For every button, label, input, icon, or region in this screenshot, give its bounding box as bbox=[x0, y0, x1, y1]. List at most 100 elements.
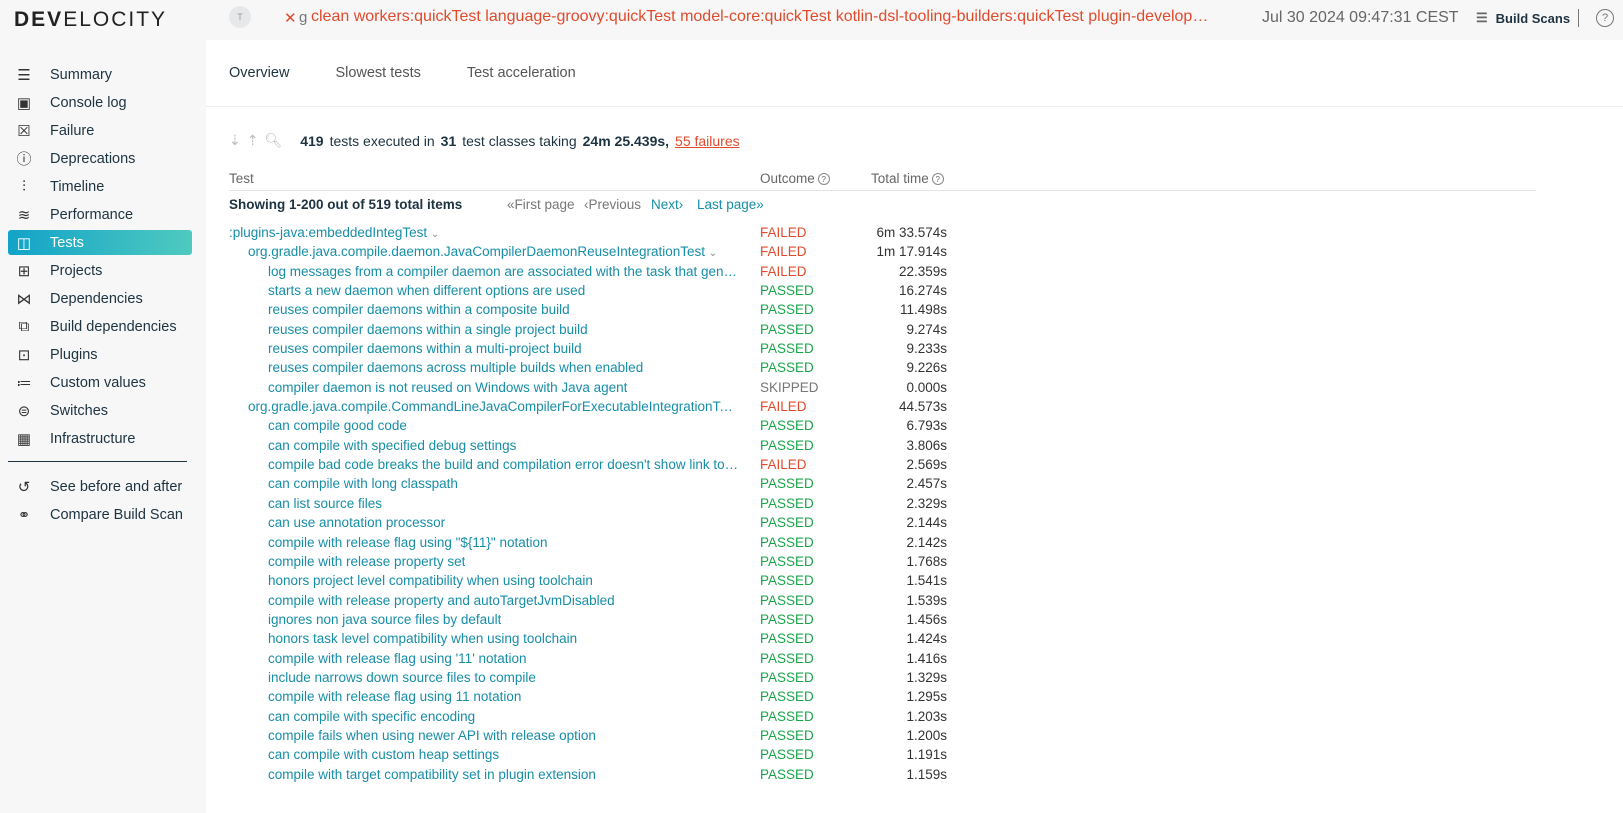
sidebar-item-console-log[interactable]: ▣ Console log bbox=[8, 90, 192, 115]
table-row[interactable]: reuses compiler daemons within a composi… bbox=[229, 302, 959, 321]
sort-search-icons[interactable]: ⇣⇡🔍︎ bbox=[229, 132, 289, 148]
col-test[interactable]: Test bbox=[229, 171, 254, 186]
table-row[interactable]: can use annotation processor PASSED 2.144s bbox=[229, 515, 959, 534]
sidebar-item-infrastructure[interactable]: ▦ Infrastructure bbox=[8, 426, 192, 451]
sidebar-item-failure[interactable]: ☒ Failure bbox=[8, 118, 192, 143]
test-name[interactable]: log messages from a compiler daemon are … bbox=[268, 264, 739, 279]
avatar[interactable]: T bbox=[229, 6, 251, 28]
table-row[interactable]: can compile with specific encoding PASSED… bbox=[229, 709, 959, 728]
help-icon[interactable]: ? bbox=[1596, 9, 1614, 27]
test-name[interactable]: compiler daemon is not reused on Windows… bbox=[268, 380, 627, 395]
col-time[interactable]: Total time? bbox=[871, 171, 944, 186]
chevron-down-icon[interactable]: ⌄ bbox=[708, 248, 718, 260]
test-name[interactable]: can compile with custom heap settings bbox=[268, 747, 499, 762]
test-name[interactable]: honors project level compatibility when … bbox=[268, 573, 593, 588]
table-row[interactable]: honors project level compatibility when … bbox=[229, 573, 959, 592]
table-row[interactable]: can list source files PASSED 2.329s bbox=[229, 496, 959, 515]
table-row[interactable]: reuses compiler daemons within a multi-p… bbox=[229, 341, 959, 360]
sidebar-item-compare-build-scan[interactable]: ⚭ Compare Build Scan bbox=[8, 502, 192, 527]
table-row[interactable]: can compile with long classpath PASSED 2.4… bbox=[229, 476, 959, 495]
table-row[interactable]: can compile with specified debug setting… bbox=[229, 438, 959, 457]
sidebar-item-switches[interactable]: ⊜ Switches bbox=[8, 398, 192, 423]
table-row[interactable]: compile with release property set PASSED 1… bbox=[229, 554, 959, 573]
table-row[interactable]: starts a new daemon when different optio… bbox=[229, 283, 959, 302]
test-name[interactable]: compile bad code breaks the build and co… bbox=[268, 457, 739, 472]
performance-icon: ≋ bbox=[17, 206, 31, 224]
test-name[interactable]: can use annotation processor bbox=[268, 515, 445, 530]
test-name[interactable]: reuses compiler daemons within a composi… bbox=[268, 302, 570, 317]
last-page[interactable]: Last page» bbox=[697, 197, 764, 212]
sidebar-item-see-before-and-after[interactable]: ↺ See before and after bbox=[8, 474, 192, 499]
test-name[interactable]: compile with target compatibility set in… bbox=[268, 767, 596, 782]
test-name[interactable]: compile with release flag using "${11}" … bbox=[268, 535, 548, 550]
next-page[interactable]: Next› bbox=[651, 197, 684, 212]
develocity-logo[interactable]: DEVELOCITY bbox=[14, 8, 168, 31]
test-name-label: compile bad code breaks the build and co… bbox=[268, 457, 739, 473]
test-name[interactable]: can list source files bbox=[268, 496, 382, 511]
help-icon[interactable]: ? bbox=[931, 173, 944, 185]
sidebar-item-timeline[interactable]: ⫶ Timeline bbox=[8, 174, 192, 199]
table-row[interactable]: include narrows down source files to com… bbox=[229, 670, 959, 689]
total-time: 9.233s bbox=[906, 341, 947, 357]
test-name[interactable]: compile fails when using newer API with … bbox=[268, 728, 596, 743]
table-row[interactable]: can compile with custom heap settings PAS… bbox=[229, 747, 959, 766]
test-name[interactable]: reuses compiler daemons across multiple … bbox=[268, 360, 643, 375]
test-name[interactable]: can compile with long classpath bbox=[268, 476, 458, 491]
table-row[interactable]: compile with target compatibility set in… bbox=[229, 767, 959, 786]
tab-slowest-tests[interactable]: Slowest tests bbox=[335, 65, 421, 81]
tab-test-acceleration[interactable]: Test acceleration bbox=[466, 65, 576, 81]
help-icon[interactable]: ? bbox=[817, 173, 830, 185]
table-row[interactable]: reuses compiler daemons within a single … bbox=[229, 322, 959, 341]
test-name[interactable]: include narrows down source files to com… bbox=[268, 670, 536, 685]
table-row[interactable]: compile with release flag using "${11}" … bbox=[229, 535, 959, 554]
build-scans-button[interactable]: ☰ Build Scans bbox=[1476, 10, 1570, 26]
total-time: 1.768s bbox=[906, 553, 947, 569]
test-count: 419 bbox=[300, 132, 324, 149]
table-row[interactable]: compile bad code breaks the build and co… bbox=[229, 457, 959, 476]
chevron-down-icon[interactable]: ⌄ bbox=[430, 229, 440, 240]
test-name[interactable]: org.gradle.java.compile.CommandLineJavaC… bbox=[248, 399, 739, 414]
sidebar-item-build-dependencies[interactable]: ⧉ Build dependencies bbox=[8, 314, 192, 339]
table-row[interactable]: log messages from a compiler daemon are … bbox=[229, 264, 959, 283]
col-outcome[interactable]: Outcome? bbox=[760, 171, 830, 186]
test-name[interactable]: org.gradle.java.compile.daemon.JavaCompi… bbox=[248, 244, 717, 259]
sidebar-item-projects[interactable]: ⊞ Projects bbox=[8, 258, 192, 283]
sidebar-item-deprecations[interactable]: ⓘ Deprecations bbox=[8, 146, 192, 171]
sidebar-item-performance[interactable]: ≋ Performance bbox=[8, 202, 192, 227]
table-row[interactable]: compile fails when using newer API with … bbox=[229, 728, 959, 747]
table-row[interactable]: org.gradle.java.compile.daemon.JavaCompi… bbox=[229, 244, 959, 263]
table-row[interactable]: compile with release flag using 11 notat… bbox=[229, 689, 959, 708]
table-row[interactable]: :plugins-java:embeddedIntegTest ⌄ FAILED 6… bbox=[229, 225, 959, 244]
sidebar-item-tests[interactable]: ◫ Tests bbox=[8, 230, 192, 255]
test-name[interactable]: compile with release property set bbox=[268, 554, 465, 569]
test-name[interactable]: compile with release flag using '11' not… bbox=[268, 651, 527, 666]
outcome: PASSED bbox=[760, 573, 814, 589]
test-name[interactable]: honors task level compatibility when usi… bbox=[268, 631, 577, 646]
sidebar-item-custom-values[interactable]: ≔ Custom values bbox=[8, 370, 192, 395]
test-name[interactable]: can compile with specified debug setting… bbox=[268, 438, 516, 453]
sidebar-item-dependencies[interactable]: ⋈ Dependencies bbox=[8, 286, 192, 311]
table-row[interactable]: compile with release flag using '11' not… bbox=[229, 651, 959, 670]
test-name[interactable]: reuses compiler daemons within a single … bbox=[268, 322, 588, 337]
table-row[interactable]: compile with release property and autoTa… bbox=[229, 593, 959, 612]
table-row[interactable]: ignores non java source files by default… bbox=[229, 612, 959, 631]
sidebar-item-summary[interactable]: ☰ Summary bbox=[8, 62, 192, 87]
sidebar-item-label: Compare Build Scan bbox=[50, 506, 183, 523]
test-name[interactable]: compile with release flag using 11 notat… bbox=[268, 689, 521, 704]
failures-link[interactable]: 55 failures bbox=[675, 132, 740, 149]
table-row[interactable]: can compile good code PASSED 6.793s bbox=[229, 418, 959, 437]
table-row[interactable]: reuses compiler daemons across multiple … bbox=[229, 360, 959, 379]
table-row[interactable]: compiler daemon is not reused on Windows… bbox=[229, 380, 959, 399]
table-row[interactable]: org.gradle.java.compile.CommandLineJavaC… bbox=[229, 399, 959, 418]
tab-overview[interactable]: Overview bbox=[229, 65, 290, 81]
total-time: 1m 17.914s bbox=[876, 244, 947, 260]
test-name[interactable]: :plugins-java:embeddedIntegTest ⌄ bbox=[229, 225, 439, 240]
sidebar-item-plugins[interactable]: ⊡ Plugins bbox=[8, 342, 192, 367]
test-name[interactable]: starts a new daemon when different optio… bbox=[268, 283, 585, 298]
test-name[interactable]: can compile good code bbox=[268, 418, 407, 433]
test-name[interactable]: ignores non java source files by default bbox=[268, 612, 501, 627]
test-name[interactable]: reuses compiler daemons within a multi-p… bbox=[268, 341, 582, 356]
test-name[interactable]: can compile with specific encoding bbox=[268, 709, 475, 724]
test-name[interactable]: compile with release property and autoTa… bbox=[268, 593, 615, 608]
table-row[interactable]: honors task level compatibility when usi… bbox=[229, 631, 959, 650]
